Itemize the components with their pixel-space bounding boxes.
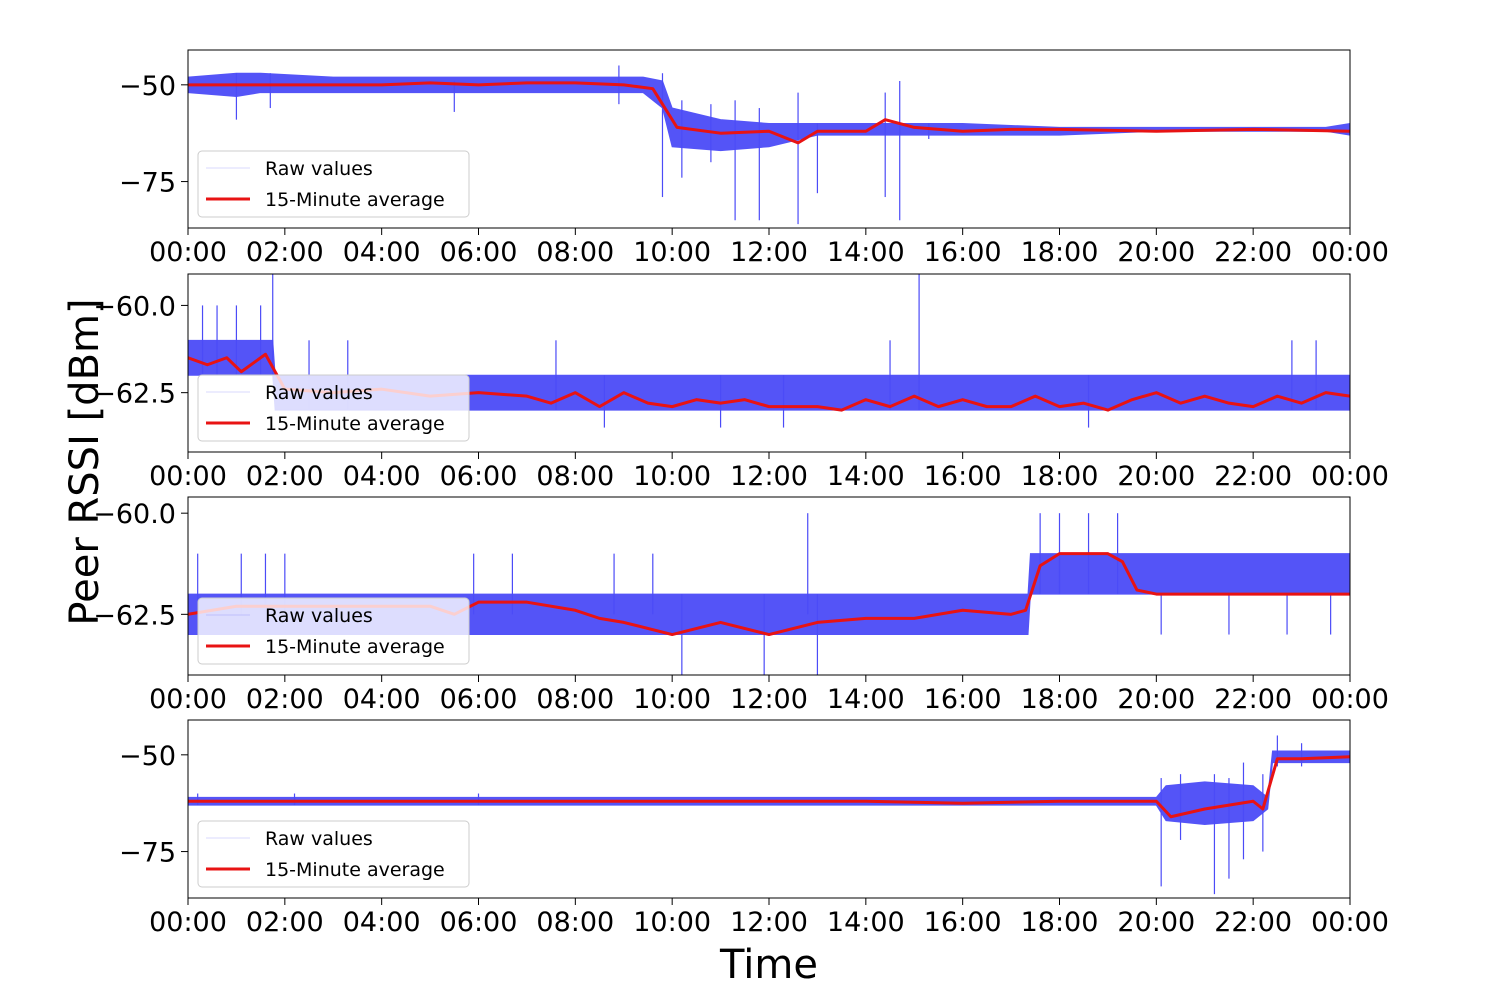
panel-3-xtick-label-0: 00:00: [149, 684, 227, 715]
panel-3-xtick-label-2: 04:00: [343, 684, 421, 715]
panel-2-xtick-label-0: 00:00: [149, 461, 227, 492]
panel-4-xtick-label-0: 00:00: [149, 907, 227, 938]
panel-2-xtick-label-9: 18:00: [1021, 461, 1099, 492]
panel-4-xtick-label-2: 04:00: [343, 907, 421, 938]
panel-2: −60.0 −62.5 00:00 02:00 04:00 06:00 08:00 10:00…: [93, 273, 1389, 492]
panel-2-legend-box: [197, 374, 470, 442]
panel-3-xtick-label-3: 06:00: [440, 684, 518, 715]
panel-4-legend-avg-label: 15-Minute average: [265, 859, 445, 881]
panel-1-xtick-label-12: 00:00: [1311, 237, 1389, 268]
panel-1-xtick-label-0: 00:00: [149, 237, 227, 268]
panel-4-legend: Raw values 15-Minute average: [197, 820, 470, 888]
panel-3-legend-box: [197, 597, 470, 665]
panel-3-xtick-label-12: 00:00: [1311, 684, 1389, 715]
panel-2-xtick-label-1: 02:00: [246, 461, 324, 492]
panel-1-average-line: [188, 81, 1350, 145]
panel-1-xtick-label-4: 08:00: [536, 237, 614, 268]
panel-1-xtick-label-7: 14:00: [827, 237, 905, 268]
panel-3-ytick-label-1: −62.5: [93, 600, 176, 631]
panel-4-legend-raw-label: Raw values: [265, 828, 373, 850]
panel-4-xtick-label-1: 02:00: [246, 907, 324, 938]
panel-3-xtick-label-11: 22:00: [1214, 684, 1292, 715]
panel-1-ytick-label-0: −50: [119, 71, 176, 102]
panel-4-xtick-label-6: 12:00: [730, 907, 808, 938]
panel-4-xtick-label-5: 10:00: [633, 907, 711, 938]
panel-2-legend-raw-label: Raw values: [265, 382, 373, 404]
panel-2-legend-avg-label: 15-Minute average: [265, 413, 445, 435]
panel-3: −60.0 −62.5 00:00 02:00 04:00 06:00 08:00 10:00…: [93, 496, 1389, 715]
panel-2-xtick-label-7: 14:00: [827, 461, 905, 492]
panel-4-xtick-label-12: 00:00: [1311, 907, 1389, 938]
panel-1-xtick-label-3: 06:00: [440, 237, 518, 268]
figure-xlabel: Time: [719, 942, 818, 988]
panel-4-raw-band: [188, 750, 1350, 825]
panel-3-xtick-label-6: 12:00: [730, 684, 808, 715]
panel-4-xtick-label-4: 08:00: [536, 907, 614, 938]
panel-2-xtick-label-12: 00:00: [1311, 461, 1389, 492]
panel-3-xtick-label-9: 18:00: [1021, 684, 1099, 715]
panel-2-xtick-label-5: 10:00: [633, 461, 711, 492]
panel-3-legend-avg-label: 15-Minute average: [265, 636, 445, 658]
panel-4-ytick-label-1: −75: [119, 838, 176, 869]
panel-3-legend-raw-label: Raw values: [265, 605, 373, 627]
panel-1-xtick-label-2: 04:00: [343, 237, 421, 268]
panel-3-xtick-label-4: 08:00: [536, 684, 614, 715]
panel-2-ytick-label-1: −62.5: [93, 379, 176, 410]
panel-2-xtick-label-3: 06:00: [440, 461, 518, 492]
panel-4-plot-area: [188, 735, 1350, 895]
panel-2-xtick-label-2: 04:00: [343, 461, 421, 492]
panel-1-legend: Raw values 15-Minute average: [197, 150, 470, 218]
panel-1-xtick-label-5: 10:00: [633, 237, 711, 268]
panel-1-xtick-label-9: 18:00: [1021, 237, 1099, 268]
panel-2-xtick-label-8: 16:00: [924, 461, 1002, 492]
panel-1-raw-band: [188, 72, 1350, 152]
panel-4-average-line: [188, 755, 1350, 819]
panel-3-xtick-label-10: 20:00: [1117, 684, 1195, 715]
panel-1-xtick-label-8: 16:00: [924, 237, 1002, 268]
panel-3-legend: Raw values 15-Minute average: [197, 597, 470, 665]
panel-4-xtick-label-8: 16:00: [924, 907, 1002, 938]
panel-2-legend: Raw values 15-Minute average: [197, 374, 470, 442]
panel-1-xtick-label-6: 12:00: [730, 237, 808, 268]
panel-4-xtick-label-3: 06:00: [440, 907, 518, 938]
panel-3-xtick-label-8: 16:00: [924, 684, 1002, 715]
panel-1-legend-raw-label: Raw values: [265, 158, 373, 180]
panel-4-legend-box: [197, 820, 470, 888]
chart-panels: −50 −75 00:00 02:00 04:00 06:00 08:00 10:00 12:0…: [93, 49, 1389, 938]
panel-1-legend-box: [197, 150, 470, 218]
panel-2-xtick-label-11: 22:00: [1214, 461, 1292, 492]
panel-4-xtick-label-7: 14:00: [827, 907, 905, 938]
panel-3-xtick-label-5: 10:00: [633, 684, 711, 715]
panel-2-ytick-label-0: −60.0: [93, 291, 176, 322]
panel-2-xtick-label-4: 08:00: [536, 461, 614, 492]
panel-4-xtick-label-10: 20:00: [1117, 907, 1195, 938]
panel-4: −50 −75 00:00 02:00 04:00 06:00 08:00 10:00 12:0…: [119, 719, 1389, 938]
panel-4-xtick-label-9: 18:00: [1021, 907, 1099, 938]
panel-3-xtick-label-1: 02:00: [246, 684, 324, 715]
panel-1-legend-avg-label: 15-Minute average: [265, 189, 445, 211]
panel-3-xtick-label-7: 14:00: [827, 684, 905, 715]
panel-1-xtick-label-10: 20:00: [1117, 237, 1195, 268]
panel-1: −50 −75 00:00 02:00 04:00 06:00 08:00 10:00 12:0…: [119, 49, 1389, 268]
panel-1-ytick-label-1: −75: [119, 168, 176, 199]
panel-4-xtick-label-11: 22:00: [1214, 907, 1292, 938]
panel-1-xtick-label-11: 22:00: [1214, 237, 1292, 268]
panel-2-xtick-label-6: 12:00: [730, 461, 808, 492]
panel-3-ytick-label-0: −60.0: [93, 499, 176, 530]
panel-1-plot-area: [188, 65, 1350, 225]
panel-2-xtick-label-10: 20:00: [1117, 461, 1195, 492]
panel-4-ytick-label-0: −50: [119, 741, 176, 772]
figure-ylabel: Peer RSSI [dBm]: [62, 298, 108, 625]
panel-1-xtick-label-1: 02:00: [246, 237, 324, 268]
